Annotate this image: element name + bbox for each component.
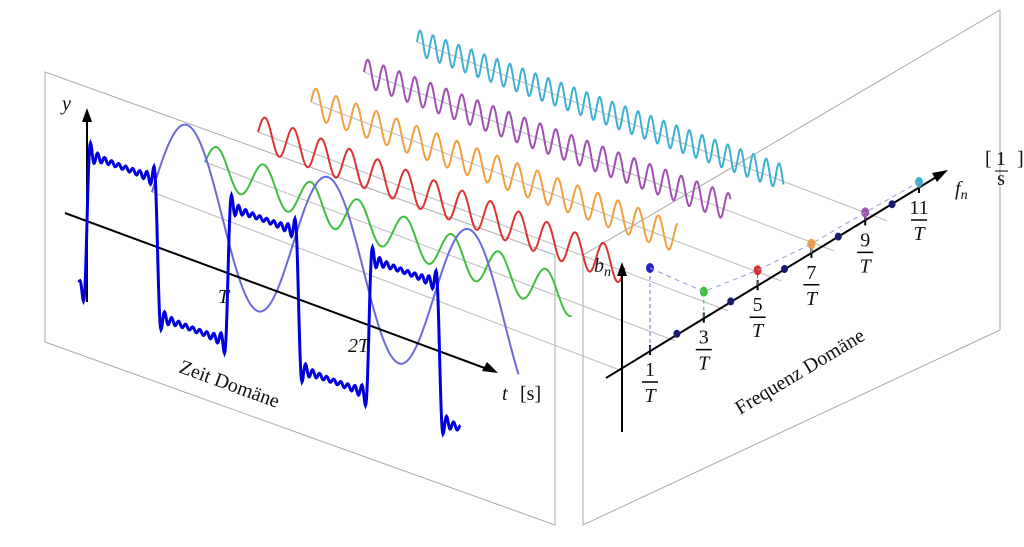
tick-numerator: 9	[860, 229, 870, 251]
zero-dot	[727, 297, 735, 306]
guide-arrow	[204, 161, 676, 342]
t-label: t	[502, 383, 508, 405]
spectrum: 1 T 3 T 5 T 7 T 9 T 11 T	[642, 177, 929, 407]
arrow	[617, 262, 627, 276]
arrow	[932, 170, 948, 182]
y-label: y	[60, 93, 71, 115]
tick-label: T	[218, 286, 231, 308]
unit-den: s	[997, 168, 1005, 190]
harmonic-wave	[416, 29, 785, 188]
t-axis	[64, 212, 491, 371]
tick-denominator: T	[860, 255, 873, 277]
frequency-panel	[582, 9, 1001, 526]
bn-label-sub: n	[604, 265, 611, 280]
zero-dot	[888, 200, 896, 209]
tick-numerator: 1	[645, 359, 655, 381]
tick-numerator: 5	[753, 294, 763, 316]
guide-arrow	[257, 131, 729, 312]
tick-numerator: 3	[699, 327, 709, 349]
guide-arrow	[416, 41, 888, 222]
bn-label-main: b	[594, 255, 604, 277]
harmonic-wave	[310, 87, 679, 251]
harmonics	[151, 29, 888, 375]
bracket: ]	[1017, 148, 1024, 170]
coefficient-dot	[807, 238, 816, 249]
t-unit: [s]	[520, 383, 541, 405]
time-panel	[44, 71, 556, 526]
tick-denominator: T	[644, 385, 657, 407]
harmonic-wave	[363, 58, 732, 219]
tick-denominator: T	[752, 320, 765, 342]
arrow	[482, 362, 498, 373]
harmonic-wave	[257, 116, 626, 284]
tick-numerator: 11	[909, 197, 928, 219]
tick-denominator: T	[698, 353, 711, 375]
harmonic-wave	[204, 146, 572, 318]
fn-label: fn	[955, 178, 968, 203]
fn-label-main: f	[955, 178, 963, 200]
coefficient-dot	[753, 265, 762, 276]
square-wave	[77, 138, 462, 438]
zero-dot	[834, 232, 842, 241]
bracket: [	[985, 148, 992, 170]
zero-dot	[781, 265, 788, 273]
arrow	[82, 108, 92, 122]
tick-label: 2T	[348, 335, 371, 357]
fn-label-sub: n	[961, 188, 968, 203]
guide-arrow	[310, 101, 782, 282]
unit-num: 1	[996, 148, 1006, 170]
bn-label: bn	[594, 255, 611, 280]
tick-denominator: T	[806, 288, 819, 310]
tick-numerator: 7	[806, 262, 816, 284]
time-title: Zeit Domäne	[176, 356, 282, 413]
harmonic-wave	[151, 123, 520, 375]
zero-dot	[673, 329, 681, 338]
f-axis	[605, 175, 939, 379]
tick-denominator: T	[913, 223, 926, 245]
envelope	[649, 181, 920, 293]
